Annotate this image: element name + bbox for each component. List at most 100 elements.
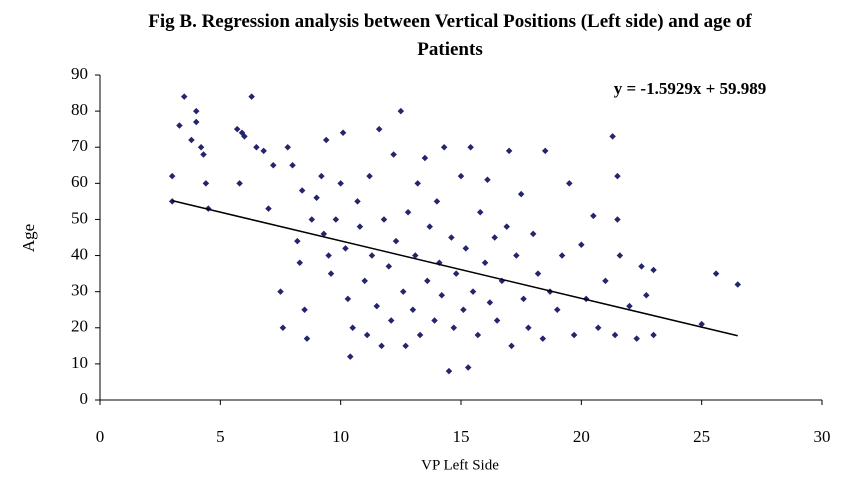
point xyxy=(633,335,640,342)
point xyxy=(342,245,349,252)
point xyxy=(200,151,207,158)
point xyxy=(433,198,441,205)
point xyxy=(279,324,287,332)
y-tick-label: 10 xyxy=(71,353,88,372)
y-tick-label: 20 xyxy=(71,317,88,336)
point xyxy=(277,288,284,295)
point xyxy=(188,136,195,144)
point xyxy=(421,154,429,162)
point xyxy=(339,129,347,137)
point xyxy=(452,270,460,277)
point xyxy=(438,292,445,299)
point xyxy=(361,277,368,285)
point xyxy=(375,125,383,133)
point xyxy=(168,172,176,180)
point xyxy=(236,180,243,187)
point xyxy=(611,331,619,339)
point xyxy=(253,143,260,151)
point xyxy=(301,306,308,313)
point xyxy=(505,147,513,155)
point xyxy=(484,176,491,183)
point xyxy=(284,143,291,151)
point xyxy=(248,93,255,100)
y-tick-label: 50 xyxy=(71,208,88,227)
point xyxy=(385,263,393,270)
trendline xyxy=(172,199,738,337)
point xyxy=(193,118,200,126)
point xyxy=(397,107,405,115)
point xyxy=(570,331,578,339)
point xyxy=(412,252,419,259)
y-tick-label: 60 xyxy=(71,172,88,191)
chart-title: Fig B. Regression analysis between Verti… xyxy=(148,11,752,60)
point xyxy=(534,270,542,277)
point xyxy=(491,234,498,241)
point xyxy=(402,342,409,350)
point xyxy=(344,295,352,303)
point xyxy=(508,342,515,350)
x-tick-label: 25 xyxy=(693,427,710,446)
point xyxy=(614,172,621,180)
point xyxy=(202,180,210,187)
point xyxy=(241,133,248,140)
point xyxy=(265,205,272,212)
point xyxy=(566,180,573,187)
point xyxy=(426,223,433,230)
point xyxy=(450,324,458,332)
point xyxy=(481,259,489,267)
point xyxy=(539,335,547,342)
point xyxy=(414,180,421,187)
point xyxy=(712,270,720,277)
point xyxy=(616,252,624,259)
point xyxy=(347,353,354,360)
x-tick-label: 15 xyxy=(453,427,470,446)
point xyxy=(529,230,537,238)
point xyxy=(270,162,277,169)
point xyxy=(390,151,397,158)
point xyxy=(460,306,467,313)
point xyxy=(322,136,330,144)
point xyxy=(431,317,438,324)
y-axis-label: Age xyxy=(19,224,38,252)
point xyxy=(318,172,325,180)
point xyxy=(368,252,376,259)
point xyxy=(193,107,200,115)
point xyxy=(609,133,616,140)
point xyxy=(409,306,417,313)
point xyxy=(416,331,424,339)
point xyxy=(643,292,650,299)
point xyxy=(602,277,609,285)
point xyxy=(373,302,381,310)
y-tick-label: 30 xyxy=(71,281,88,300)
point xyxy=(467,143,474,151)
point xyxy=(462,245,470,252)
point xyxy=(380,216,388,223)
point xyxy=(698,320,705,328)
point xyxy=(474,331,482,339)
point xyxy=(176,122,183,129)
point xyxy=(503,223,510,230)
point xyxy=(303,335,311,342)
point xyxy=(354,198,361,205)
point xyxy=(520,295,527,303)
point xyxy=(626,302,633,310)
point xyxy=(356,223,364,230)
point xyxy=(289,162,296,169)
x-tick-label: 20 xyxy=(573,427,590,446)
point xyxy=(349,324,356,332)
point xyxy=(440,143,448,151)
point xyxy=(517,190,525,198)
point xyxy=(313,194,320,202)
point xyxy=(445,367,453,375)
point xyxy=(525,324,532,332)
x-tick-label: 0 xyxy=(96,427,105,446)
point xyxy=(378,342,385,350)
point xyxy=(233,125,241,133)
point xyxy=(332,216,340,223)
point xyxy=(260,147,267,155)
y-tick-label: 0 xyxy=(80,389,89,408)
point xyxy=(638,263,645,270)
point xyxy=(486,299,494,306)
